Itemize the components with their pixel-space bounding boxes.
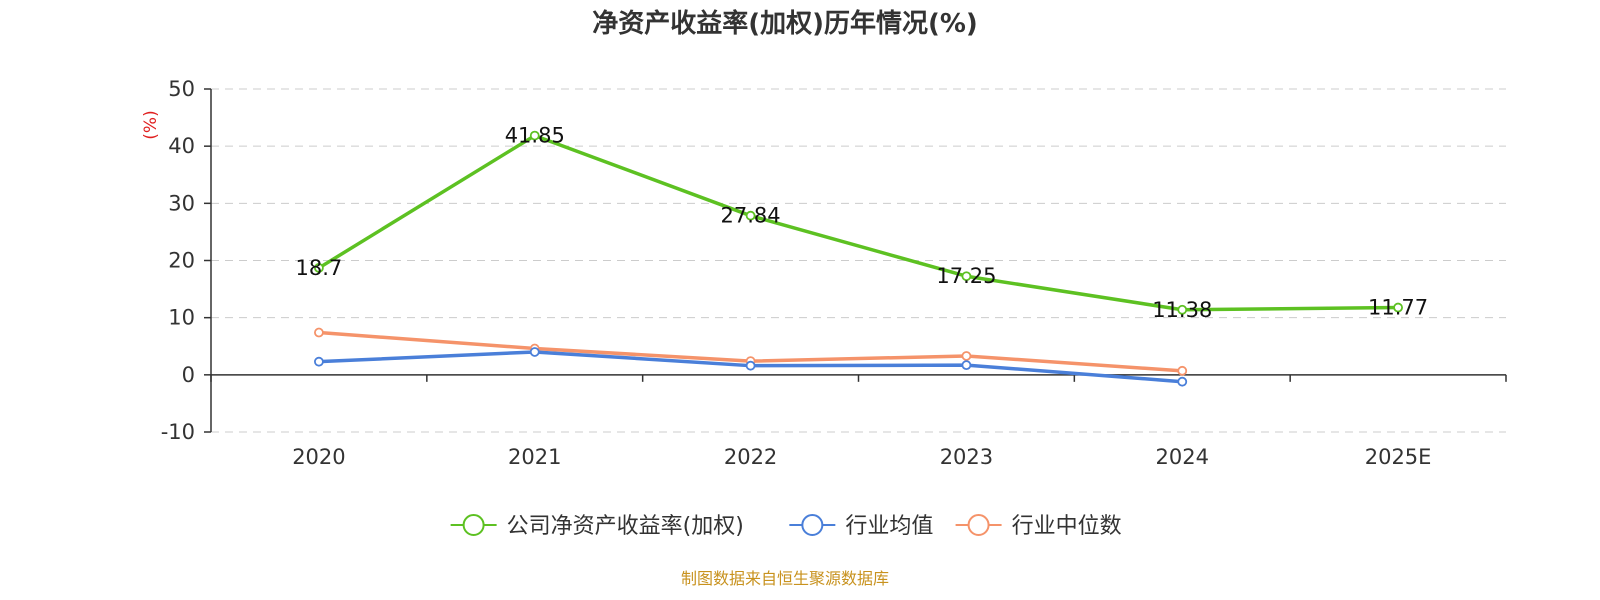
data-point — [961, 360, 972, 371]
legend-label: 行业均值 — [845, 514, 933, 539]
x-tick-labels: 2020 2021 2022 2023 2024 2025E — [292, 445, 1431, 469]
data-point — [745, 210, 756, 221]
legend[interactable]: 公司净资产收益率(加权) 行业均值 行业中位数 — [450, 514, 1122, 539]
data-label: 27.84 — [721, 204, 781, 228]
legend-item[interactable]: 行业均值 — [789, 514, 933, 539]
y-tick-label: 0 — [182, 363, 195, 387]
legend-circle-icon — [462, 514, 485, 536]
x-tick-label: 2021 — [508, 445, 561, 469]
data-label: 11.38 — [1152, 298, 1212, 322]
data-point — [529, 130, 540, 141]
legend-label: 公司净资产收益率(加权) — [507, 514, 744, 539]
chart-title: 净资产收益率(加权)历年情况(%) — [592, 8, 978, 39]
legend-circle-icon — [967, 514, 990, 536]
y-tick-label: 30 — [168, 191, 195, 215]
data-point — [745, 360, 756, 371]
series-line — [318, 133, 1399, 312]
y-tick-label: -10 — [161, 420, 195, 444]
legend-item[interactable]: 行业中位数 — [955, 514, 1122, 539]
data-point — [961, 351, 972, 361]
series-0 — [314, 130, 1403, 315]
data-point — [1177, 304, 1188, 315]
data-point — [529, 347, 540, 357]
legend-label: 行业中位数 — [1012, 514, 1122, 539]
data-point — [961, 271, 972, 282]
data-point — [314, 263, 324, 273]
data-label: 17.25 — [936, 264, 996, 288]
data-label: 41.85 — [505, 124, 565, 148]
y-tick-label: 40 — [168, 134, 195, 158]
x-tick-label: 2024 — [1156, 445, 1209, 469]
data-point — [314, 327, 324, 338]
y-tick-label: 20 — [168, 249, 195, 273]
series-1 — [314, 347, 1188, 387]
x-tick-label: 2020 — [292, 445, 345, 469]
legend-item[interactable]: 公司净资产收益率(加权) — [450, 514, 744, 539]
x-tick-label: 2025E — [1365, 445, 1432, 469]
y-tick-label: 10 — [168, 306, 195, 330]
x-tick-label: 2022 — [724, 445, 777, 469]
data-labels: 18.7 41.85 27.84 17.25 11.38 11.77 — [296, 124, 1429, 322]
axes — [204, 88, 1507, 433]
data-point — [1177, 376, 1188, 387]
data-label: 18.7 — [296, 256, 343, 280]
data-point — [314, 356, 324, 367]
x-tick-label: 2023 — [940, 445, 993, 469]
y-tick-labels: 50 40 30 20 10 0 -10 — [161, 77, 195, 444]
legend-circle-icon — [801, 514, 824, 536]
data-point — [1177, 365, 1188, 376]
source-note: 制图数据来自恒生聚源数据库 — [681, 569, 889, 588]
series-lines — [314, 130, 1403, 387]
data-point — [1393, 302, 1403, 313]
y-axis-unit-label: (%) — [141, 110, 161, 139]
data-label: 11.77 — [1368, 296, 1428, 320]
y-tick-label: 50 — [168, 77, 195, 101]
